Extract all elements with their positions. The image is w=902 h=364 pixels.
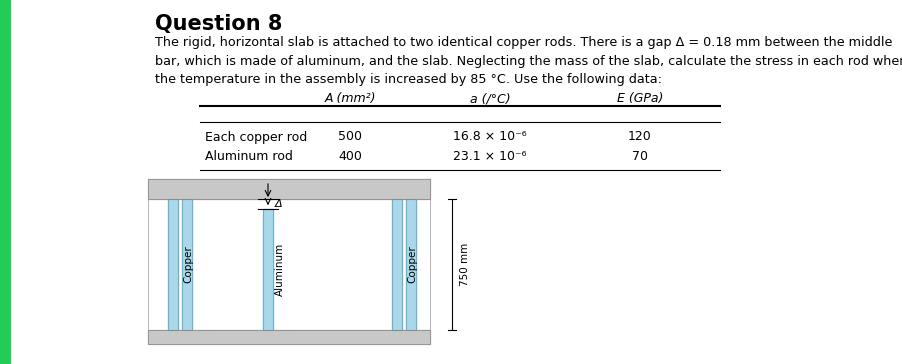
Bar xyxy=(391,199,401,330)
Bar xyxy=(406,199,416,330)
Text: 23.1 × 10⁻⁶: 23.1 × 10⁻⁶ xyxy=(453,150,526,163)
Text: E (GPa): E (GPa) xyxy=(616,92,662,105)
Bar xyxy=(182,199,192,330)
Text: Aluminum: Aluminum xyxy=(275,243,285,296)
Text: Question 8: Question 8 xyxy=(155,14,282,34)
Bar xyxy=(168,199,178,330)
Text: 70: 70 xyxy=(631,150,648,163)
Text: a (/°C): a (/°C) xyxy=(469,92,510,105)
Bar xyxy=(391,199,401,330)
Text: 120: 120 xyxy=(628,131,651,143)
Bar xyxy=(148,179,429,344)
Bar xyxy=(262,209,272,330)
Text: Copper: Copper xyxy=(407,246,417,284)
Bar xyxy=(182,199,192,330)
Bar xyxy=(262,209,272,330)
Bar xyxy=(148,199,429,330)
Bar xyxy=(0,0,10,364)
Text: A (mm²): A (mm²) xyxy=(324,92,375,105)
Bar xyxy=(148,179,429,199)
Text: 16.8 × 10⁻⁶: 16.8 × 10⁻⁶ xyxy=(453,131,526,143)
Text: 500: 500 xyxy=(337,131,362,143)
Text: The rigid, horizontal slab is attached to two identical copper rods. There is a : The rigid, horizontal slab is attached t… xyxy=(155,36,902,86)
Text: Δ: Δ xyxy=(275,199,282,209)
Bar xyxy=(148,330,429,344)
Bar xyxy=(168,199,178,330)
Text: 400: 400 xyxy=(337,150,362,163)
Bar xyxy=(406,199,416,330)
Text: Each copper rod: Each copper rod xyxy=(205,131,307,143)
Text: 750 mm: 750 mm xyxy=(459,243,469,286)
Text: Copper: Copper xyxy=(183,246,193,284)
Bar xyxy=(148,330,429,344)
Bar xyxy=(148,179,429,199)
Text: Aluminum rod: Aluminum rod xyxy=(205,150,292,163)
